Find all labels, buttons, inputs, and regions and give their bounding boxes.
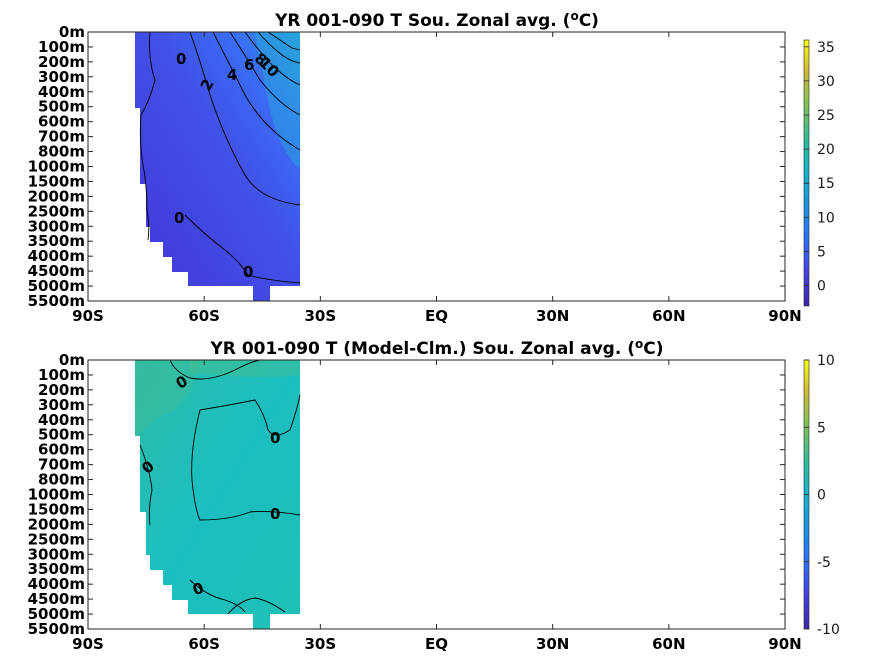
y-tick-label: 500m: [38, 426, 85, 444]
y-tick-label: 200m: [38, 381, 85, 399]
colorbar-tick-label: 0: [817, 488, 826, 504]
y-tick-label: 100m: [38, 366, 85, 384]
x-tick-label: 60N: [652, 635, 685, 653]
y-tick-label: 700m: [38, 456, 85, 474]
x-tick-label: EQ: [425, 307, 448, 325]
x-tick-label: 90N: [768, 307, 801, 325]
colorbar-tick-label: 5: [817, 244, 826, 260]
panel-1-warm-patch: [255, 32, 300, 170]
colorbar-tick-label: 15: [817, 176, 835, 192]
y-tick-label: 200m: [38, 53, 85, 71]
y-tick-label: 0m: [59, 23, 85, 41]
panel-2-y-ticks: 0m100m200m300m400m500m600m700m800m1000m1…: [28, 351, 785, 638]
y-tick-label: 4000m: [28, 247, 85, 265]
contour-label: 0: [243, 263, 253, 281]
y-tick-label: 5000m: [28, 605, 85, 623]
colorbar-tick-label: -10: [817, 622, 840, 638]
contour-label: 0: [176, 50, 186, 68]
colorbar-tick-label: 30: [817, 74, 835, 90]
panel-1: YR 001-090 T Sou. Zonal avg. (oC) 0 2 4 …: [28, 9, 835, 325]
colorbar-tick-label: 35: [817, 40, 835, 56]
colorbar-tick-label: -5: [817, 555, 831, 571]
y-tick-label: 4000m: [28, 575, 85, 593]
panel-2-warm-patch: [135, 360, 200, 436]
y-tick-label: 700m: [38, 128, 85, 146]
y-tick-label: 3500m: [28, 560, 85, 578]
x-tick-label: 90N: [768, 635, 801, 653]
panel-1-x-ticks: 90S 60S 30S EQ 30N 60N 90N: [72, 32, 802, 325]
y-tick-label: 300m: [38, 68, 85, 86]
panel-2-surface-patch: [190, 360, 300, 377]
y-tick-label: 0m: [59, 351, 85, 369]
x-tick-label: 30S: [304, 635, 336, 653]
x-tick-label: 90S: [72, 307, 104, 325]
x-tick-label: 30S: [304, 307, 336, 325]
x-tick-label: 60S: [188, 307, 220, 325]
y-tick-label: 3000m: [28, 545, 85, 563]
contour-label: 0: [270, 429, 280, 447]
x-tick-label: 60N: [652, 307, 685, 325]
panel-1-contours: [139, 31, 301, 284]
panel-1-colorbar: [803, 39, 810, 307]
panel-1-y-ticks: 0m100m200m300m400m500m600m700m800m1000m1…: [28, 23, 785, 310]
y-tick-label: 600m: [38, 113, 85, 131]
panel-2-field: [135, 360, 300, 629]
y-tick-label: 400m: [38, 83, 85, 101]
y-tick-label: 100m: [38, 38, 85, 56]
panel-2-title: YR 001-090 T (Model-Clm.) Sou. Zonal avg…: [210, 337, 664, 359]
x-tick-label: 90S: [72, 635, 104, 653]
y-tick-label: 2000m: [28, 515, 85, 533]
panel-2-colorbar-ticks: 10 5 0 -5 -10: [804, 353, 840, 638]
contour-label: 0: [270, 505, 280, 523]
panel-2-contours: [139, 359, 301, 615]
y-tick-label: 2000m: [28, 187, 85, 205]
contour-label: 4: [227, 66, 237, 84]
y-tick-label: 4500m: [28, 590, 85, 608]
y-tick-label: 5000m: [28, 277, 85, 295]
y-tick-label: 1500m: [28, 500, 85, 518]
panel-1-field: [135, 32, 300, 301]
y-tick-label: 1000m: [28, 158, 85, 176]
x-tick-label: EQ: [425, 635, 448, 653]
x-tick-label: 60S: [188, 635, 220, 653]
x-tick-label: 30N: [536, 307, 569, 325]
y-tick-label: 5500m: [28, 292, 85, 310]
y-tick-label: 3000m: [28, 217, 85, 235]
panel-2: YR 001-090 T (Model-Clm.) Sou. Zonal avg…: [28, 337, 840, 653]
y-tick-label: 2500m: [28, 530, 85, 548]
y-tick-label: 800m: [38, 471, 85, 489]
contour-label: 0: [174, 209, 184, 227]
colorbar-tick-label: 25: [817, 108, 835, 124]
y-tick-label: 1500m: [28, 172, 85, 190]
contour-label: 6: [244, 56, 254, 74]
y-tick-label: 800m: [38, 143, 85, 161]
panel-1-colorbar-ticks: 35 30 25 20 15 10 5 0: [804, 40, 835, 295]
y-tick-label: 500m: [38, 98, 85, 116]
y-tick-label: 4500m: [28, 262, 85, 280]
colorbar-tick-label: 10: [817, 353, 835, 369]
colorbar-tick-label: 0: [817, 279, 826, 295]
y-tick-label: 1000m: [28, 486, 85, 504]
colorbar-tick-label: 10: [817, 210, 835, 226]
x-tick-label: 30N: [536, 635, 569, 653]
y-tick-label: 300m: [38, 396, 85, 414]
y-tick-label: 400m: [38, 411, 85, 429]
y-tick-label: 3500m: [28, 232, 85, 250]
y-tick-label: 600m: [38, 441, 85, 459]
y-tick-label: 5500m: [28, 620, 85, 638]
colorbar-tick-label: 20: [817, 142, 835, 158]
panel-1-title: YR 001-090 T Sou. Zonal avg. (oC): [274, 9, 599, 31]
panel-2-x-ticks: 90S 60S 30S EQ 30N 60N 90N: [72, 360, 802, 653]
y-tick-label: 2500m: [28, 202, 85, 220]
colorbar-tick-label: 5: [817, 420, 826, 436]
